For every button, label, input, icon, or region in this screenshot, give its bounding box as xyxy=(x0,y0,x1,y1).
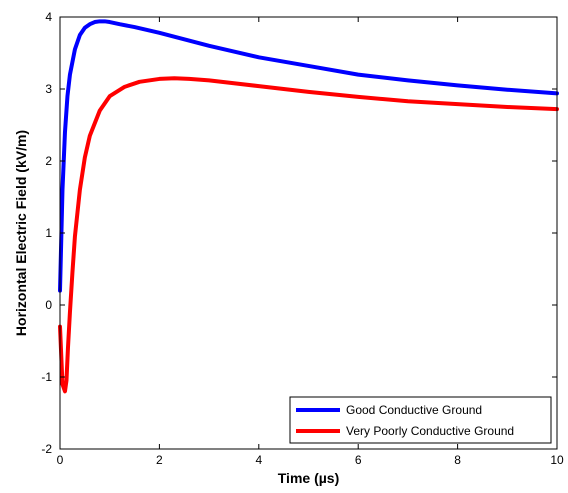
legend-box xyxy=(289,396,552,444)
legend: Good Conductive Ground Very Poorly Conduc… xyxy=(289,396,552,444)
y-axis-label: Horizontal Electric Field (kV/m) xyxy=(13,130,29,336)
x-tick-label: 8 xyxy=(454,453,461,467)
axes xyxy=(59,16,558,450)
y-tick-label: 0 xyxy=(45,298,52,312)
x-tick-label: 0 xyxy=(57,453,64,467)
tick-labels: 0 2 4 6 8 10 -2 -1 0 1 2 3 4 xyxy=(41,10,564,467)
legend-label-2: Very Poorly Conductive Ground xyxy=(346,424,514,438)
y-tick-label: 2 xyxy=(45,154,52,168)
x-tick-label: 10 xyxy=(550,453,564,467)
x-tick-label: 6 xyxy=(355,453,362,467)
y-tick-label: -1 xyxy=(41,370,52,384)
x-tick-label: 2 xyxy=(156,453,163,467)
plot-area xyxy=(60,17,557,449)
x-axis-label: Time (µs) xyxy=(278,470,340,486)
y-tick-label: 1 xyxy=(45,226,52,240)
y-tick-label: -2 xyxy=(41,442,52,456)
series-layer xyxy=(58,19,559,394)
y-tick-label: 4 xyxy=(45,10,52,24)
y-tick-label: 3 xyxy=(45,82,52,96)
plot-background xyxy=(60,17,557,449)
legend-label-1: Good Conductive Ground xyxy=(346,403,482,417)
x-tick-label: 4 xyxy=(255,453,262,467)
series-line-2 xyxy=(58,76,559,394)
series-line-1 xyxy=(58,19,559,293)
